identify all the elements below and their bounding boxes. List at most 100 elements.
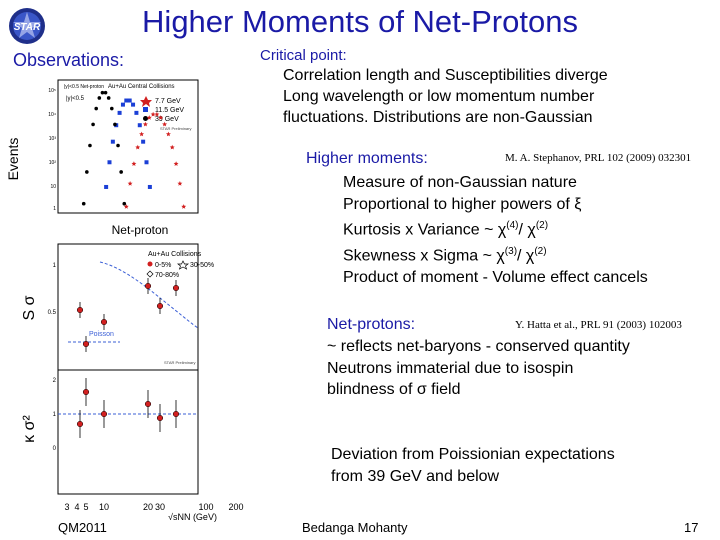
top-legend: 7.7 GeV 11.5 GeV 39 GeV [140,96,184,123]
footer-page-number: 17 [684,520,699,535]
net-protons-heading: Net-protons: [327,316,416,333]
xtick-label: 200 [228,502,243,512]
red-star-marker [165,131,171,137]
ytick-label: 1 [53,263,57,269]
kappa-sigma2-panel: κ σ² 2 1 0 3 4 5 10 20 30 100 200 √sNN (… [21,369,244,522]
footer-conference: QM2011 [58,520,107,535]
red-star-marker [142,121,148,127]
slide-title: Higher Moments of Net-Protons [142,4,578,39]
energy-axis-label: √sNN (GeV) [168,512,217,522]
skewness-line: Skewness x Sigma ~ χ(3)/ χ(2) [343,241,648,267]
kurtosis-divider: / χ [518,221,536,239]
blue-square-marker [120,102,125,107]
xtick-label: 10 [99,502,109,512]
net-protons-line: Neutrons immaterial due to isospin [327,359,574,377]
black-dot-marker [97,96,102,100]
net-proton-axis-label: Net-proton [112,223,169,237]
legend-label-11gev: 11.5 GeV [155,107,184,114]
central-point-marker [100,318,108,326]
higher-moments-line: Proportional to higher powers of ξ [343,195,582,213]
black-dot-marker [103,90,108,95]
ytick-label: 1 [53,206,56,212]
black-dot-marker [119,170,123,174]
deviation-line: Deviation from Poissionian expectations [331,446,615,463]
ytick-label: 1 [53,412,57,418]
poisson-expectation-curve [99,261,199,329]
bottom-panel-frame [57,369,199,495]
central-point-marker [76,306,84,314]
red-star-marker [127,181,133,186]
kurtosis-text: Kurtosis x Variance ~ χ [343,221,507,239]
top-distribution-points [81,90,187,209]
black-dot-marker [116,143,120,148]
net-proton-distribution-panel: Events Net-proton Au+Au Central Collisio… [5,79,199,237]
hatta-reference: Y. Hatta et al., PRL 91 (2003) 102003 [515,319,682,331]
black-dot-marker [106,96,111,100]
chi3-superscript: (3) [504,245,518,257]
legend-label-peripheral: 30-50% [190,262,214,269]
middle-legend-title: Au+Au Collisions [148,251,202,258]
black-dot-marker [85,170,89,174]
legend-label-70-80: 70-80% [155,272,179,279]
chi2-superscript: (2) [535,220,549,231]
critical-point-line: Correlation length and Susceptibilities … [283,67,608,84]
legend-marker-red [140,96,152,107]
net-protons-line: ~ reflects net-baryons - conserved quant… [327,338,630,355]
chi4-superscript: (4) [506,220,519,231]
ytick-label: 10 [50,184,56,190]
ytick-label: 0.5 [48,310,57,316]
skewness-text: Skewness x Sigma ~ χ [343,247,505,265]
top-preliminary-label: STAR Preliminary [160,126,192,131]
s-sigma-axis-label: S σ [21,295,38,320]
red-star-marker [135,144,141,150]
central-point-marker [144,400,152,408]
ytick-label: 10⁴ [48,112,56,118]
black-dot-marker [94,106,98,111]
black-dot-marker [91,122,95,127]
events-axis-label: Events [5,138,21,181]
top-subtitle: |y|<0.5 Net-proton [64,84,104,90]
poisson-label: Poisson [89,331,114,338]
blue-square-marker [131,102,136,107]
black-dot-marker [88,143,92,148]
red-star-marker [162,121,168,127]
star-logo-text: STAR [14,22,41,33]
s-sigma-panel: S σ Au+Au Collisions 0-5% 30-50% 70-80% … [21,243,214,371]
black-dot-marker [81,201,86,206]
central-point-marker [76,420,84,428]
central-point-marker [156,302,164,310]
middle-preliminary-label: STAR Preliminary [164,360,196,365]
xtick-label: 4 [74,502,79,512]
kurtosis-line: Kurtosis x Variance ~ χ(4)/ χ(2) [343,215,648,241]
kappa-sigma2-axis-label: κ σ² [21,415,38,443]
star-logo: STAR [9,8,45,44]
central-point-marker [172,410,180,418]
bottom-xticks: 3 4 5 10 20 30 100 200 [64,502,243,512]
legend-marker-black [143,116,148,121]
central-point-marker [82,340,90,348]
net-protons-line: blindness of σ field [327,381,461,398]
critical-point-line: fluctuations. Distributions are non-Gaus… [283,109,593,126]
critical-point-text: Correlation length and Susceptibilities … [283,65,608,128]
s-sigma-points [76,278,180,352]
ytick-label: 10² [49,160,57,166]
bottom-yticks: 2 1 0 [53,378,57,452]
black-dot-marker [113,122,117,127]
legend-label-central: 0-5% [155,262,171,269]
higher-moments-text: Measure of non-Gaussian nature Proportio… [343,172,648,288]
blue-square-marker [147,184,152,189]
blue-square-marker [134,110,139,115]
central-point-marker [144,282,152,290]
legend-marker-peripheral [177,260,189,270]
net-protons-text: ~ reflects net-baryons - conserved quant… [327,336,630,401]
higher-moments-line: Product of moment - Volume effect cancel… [343,268,648,286]
xtick-label: 5 [83,502,88,512]
red-star-marker [139,131,145,137]
top-yticks: 10⁵ 10⁴ 10³ 10² 10 1 [48,88,56,212]
central-point-marker [156,414,164,422]
top-legend-title: Au+Au Central Collisions [108,84,175,90]
blue-square-marker [104,184,109,189]
central-point-marker [82,388,90,396]
moments-figure: Events Net-proton Au+Au Central Collisio… [5,79,244,522]
black-dot-marker [110,106,114,111]
